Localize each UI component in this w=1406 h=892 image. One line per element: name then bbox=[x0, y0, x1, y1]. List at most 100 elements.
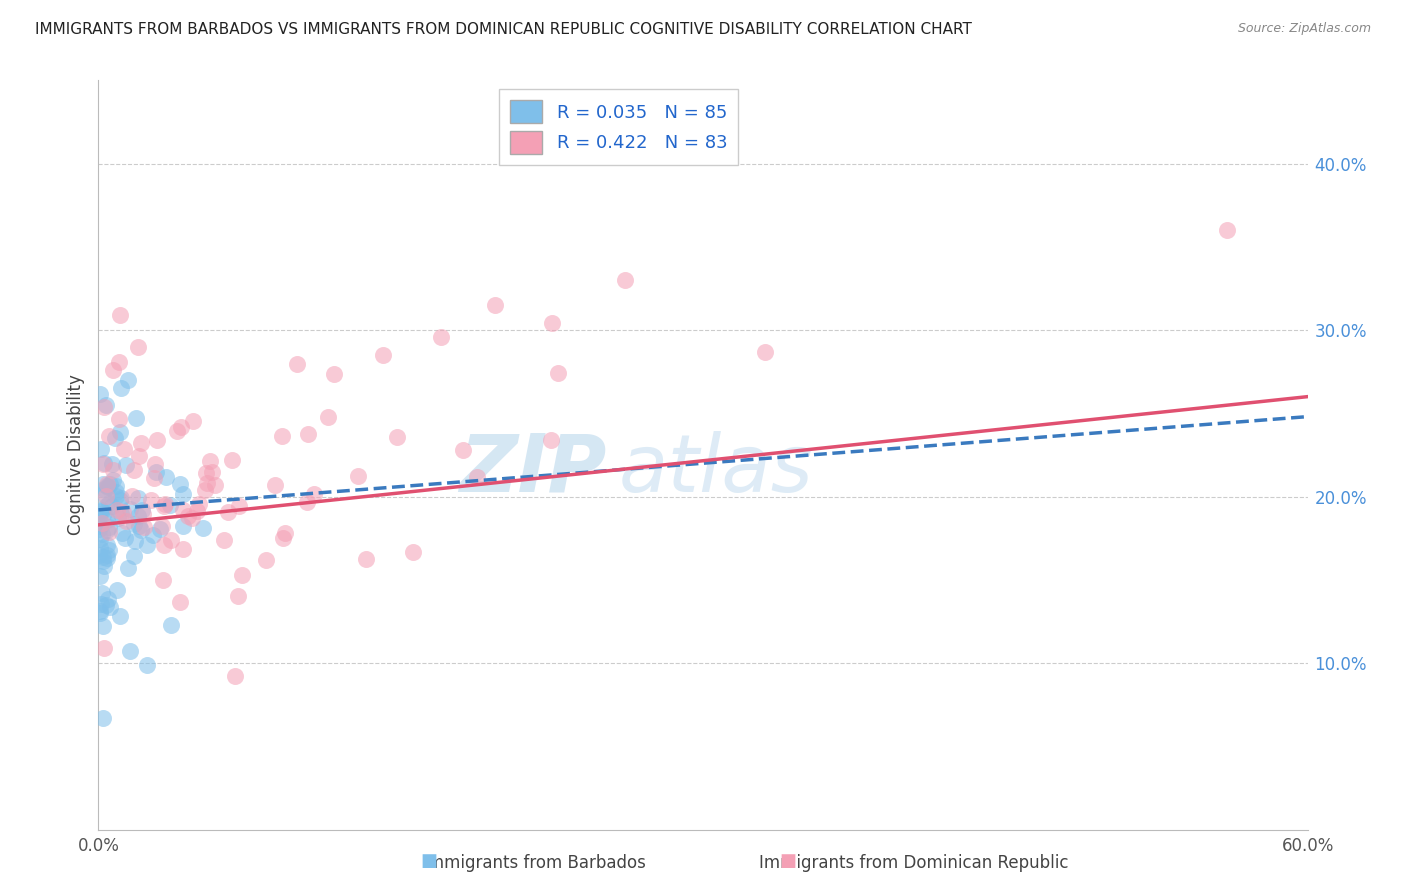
Point bbox=[155, 470, 177, 484]
Point bbox=[150, 519, 173, 533]
Point bbox=[540, 433, 562, 447]
Point bbox=[254, 553, 277, 567]
Point bbox=[96, 549, 118, 563]
Point bbox=[101, 457, 124, 471]
Point bbox=[103, 363, 125, 377]
Point bbox=[143, 457, 166, 471]
Point bbox=[93, 559, 115, 574]
Point bbox=[98, 520, 121, 534]
Point bbox=[217, 505, 239, 519]
Text: Immigrants from Dominican Republic: Immigrants from Dominican Republic bbox=[759, 855, 1069, 872]
Point bbox=[316, 410, 339, 425]
Point bbox=[89, 548, 111, 562]
Point bbox=[186, 504, 208, 518]
Point bbox=[124, 411, 146, 425]
Point bbox=[153, 538, 176, 552]
Point bbox=[93, 401, 115, 415]
Point bbox=[98, 542, 121, 557]
Point bbox=[91, 550, 114, 565]
Point bbox=[201, 465, 224, 479]
Point bbox=[96, 523, 118, 537]
Point bbox=[117, 373, 139, 387]
Point bbox=[122, 516, 145, 531]
Point bbox=[181, 511, 204, 525]
Point bbox=[127, 340, 149, 354]
Point bbox=[129, 524, 152, 538]
Point bbox=[90, 527, 112, 541]
Point bbox=[89, 533, 111, 547]
Point bbox=[112, 505, 135, 519]
Point bbox=[98, 476, 121, 491]
Point bbox=[160, 618, 183, 632]
Point bbox=[91, 457, 114, 471]
Point bbox=[93, 640, 115, 655]
Point bbox=[122, 549, 145, 563]
Point bbox=[385, 429, 408, 443]
Point bbox=[149, 522, 172, 536]
Text: ■: ■ bbox=[420, 852, 437, 870]
Point bbox=[136, 658, 159, 673]
Point bbox=[128, 519, 150, 533]
Point bbox=[93, 554, 115, 568]
Point bbox=[98, 496, 121, 510]
Point bbox=[110, 491, 132, 505]
Point bbox=[169, 477, 191, 491]
Point bbox=[122, 463, 145, 477]
Point bbox=[172, 503, 194, 517]
Point bbox=[96, 550, 118, 565]
Point bbox=[94, 398, 117, 412]
Point bbox=[111, 525, 134, 540]
Point bbox=[181, 414, 204, 428]
Point bbox=[354, 552, 377, 566]
Point bbox=[212, 533, 235, 548]
Point bbox=[108, 309, 131, 323]
Point bbox=[105, 485, 128, 500]
Point bbox=[121, 489, 143, 503]
Point bbox=[91, 711, 114, 725]
Point bbox=[110, 507, 132, 521]
Text: ZIP: ZIP bbox=[458, 431, 606, 509]
Point bbox=[104, 479, 127, 493]
Point bbox=[124, 533, 146, 548]
Point bbox=[451, 442, 474, 457]
Point bbox=[96, 476, 118, 491]
Point bbox=[297, 426, 319, 441]
Point bbox=[128, 449, 150, 463]
Point bbox=[91, 619, 114, 633]
Point bbox=[101, 500, 124, 514]
Point bbox=[98, 524, 121, 539]
Point bbox=[145, 465, 167, 479]
Legend: R = 0.035   N = 85, R = 0.422   N = 83: R = 0.035 N = 85, R = 0.422 N = 83 bbox=[499, 89, 738, 165]
Point bbox=[89, 541, 111, 555]
Point bbox=[1216, 223, 1239, 237]
Point bbox=[430, 330, 453, 344]
Point bbox=[107, 510, 129, 524]
Point bbox=[115, 458, 138, 473]
Point bbox=[120, 644, 142, 658]
Point bbox=[89, 604, 111, 618]
Point bbox=[153, 499, 176, 513]
Point bbox=[484, 298, 506, 312]
Point bbox=[94, 598, 117, 612]
Point bbox=[93, 456, 115, 470]
Point bbox=[90, 442, 112, 456]
Point bbox=[93, 506, 115, 520]
Y-axis label: Cognitive Disability: Cognitive Disability bbox=[66, 375, 84, 535]
Point bbox=[197, 475, 219, 490]
Point bbox=[159, 498, 181, 512]
Point bbox=[143, 471, 166, 485]
Point bbox=[105, 582, 128, 597]
Point bbox=[228, 590, 250, 604]
Text: atlas: atlas bbox=[619, 431, 813, 509]
Point bbox=[91, 477, 114, 491]
Point bbox=[91, 516, 114, 531]
Point bbox=[89, 569, 111, 583]
Point bbox=[194, 483, 217, 498]
Point bbox=[112, 442, 135, 456]
Point bbox=[118, 502, 141, 516]
Point bbox=[108, 492, 131, 507]
Point bbox=[547, 367, 569, 381]
Point bbox=[114, 531, 136, 545]
Point bbox=[135, 538, 157, 552]
Point bbox=[297, 494, 319, 508]
